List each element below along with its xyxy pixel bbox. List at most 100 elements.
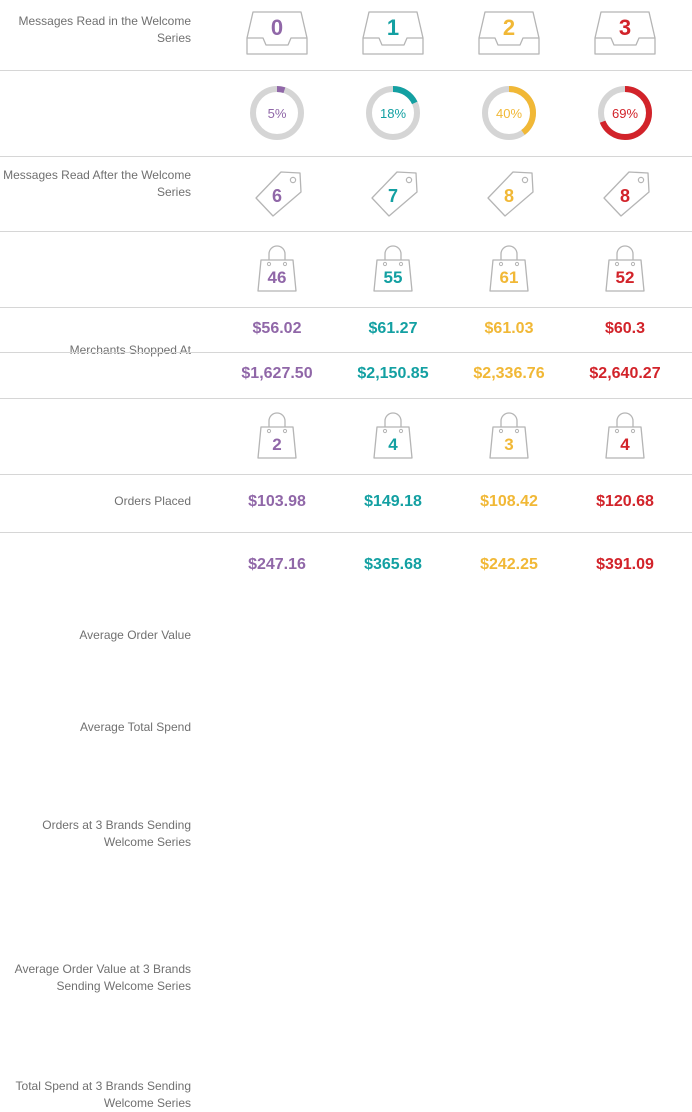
row-divider bbox=[0, 474, 692, 475]
shopping-bag-icon: 4 bbox=[605, 412, 645, 459]
shopping-bag-icon: 55 bbox=[373, 245, 413, 292]
tag-count: 7 bbox=[388, 186, 398, 206]
value-text: $2,640.27 bbox=[589, 365, 661, 382]
donut-chart: 5% bbox=[250, 86, 304, 140]
value-cell: 6 bbox=[250, 169, 304, 219]
tag-count: 8 bbox=[620, 186, 630, 206]
row-label: Average Order Value at 3 Brands Sending … bbox=[14, 962, 191, 993]
value-text: $365.68 bbox=[364, 556, 422, 573]
row-divider bbox=[0, 398, 692, 399]
table-row: Total Spend at 3 Brands Sending Welcome … bbox=[0, 532, 692, 1110]
bag-count: 4 bbox=[388, 435, 398, 454]
table-row: Messages Read in the Welcome Series 0 1 2 3 bbox=[0, 0, 692, 70]
inbox-count: 1 bbox=[387, 15, 399, 40]
bag-count: 55 bbox=[384, 268, 403, 287]
shopping-bag-icon: 2 bbox=[257, 412, 297, 459]
value-cell: 18% bbox=[363, 83, 423, 143]
price-tag-icon: 6 bbox=[255, 170, 302, 217]
table-row: Average Order Value at 3 Brands Sending … bbox=[0, 474, 692, 993]
value-cell: 52 bbox=[602, 245, 648, 293]
value-text: $1,627.50 bbox=[241, 365, 313, 382]
table-row: Orders at 3 Brands Sending Welcome Serie… bbox=[0, 398, 692, 849]
value-cell: 0 bbox=[245, 8, 309, 58]
row-label: Merchants Shopped At bbox=[69, 343, 191, 357]
value-cell: 4 bbox=[370, 412, 416, 460]
donut-chart: 69% bbox=[598, 86, 652, 140]
shopping-bag-icon: 46 bbox=[257, 245, 297, 292]
row-label: Total Spend at 3 Brands Sending Welcome … bbox=[15, 1079, 191, 1110]
table-row: Average Order Value $56.02 $61.27 $61.03 $60… bbox=[0, 307, 692, 643]
row-label: Average Order Value bbox=[79, 628, 191, 642]
bag-count: 3 bbox=[504, 435, 513, 454]
value-text: $120.68 bbox=[596, 493, 654, 510]
price-tag-icon: 8 bbox=[487, 170, 534, 217]
shopping-bag-icon: 52 bbox=[605, 245, 645, 292]
row-divider bbox=[0, 352, 692, 353]
donut-label: 18% bbox=[380, 106, 406, 121]
value-text: $108.42 bbox=[480, 493, 538, 510]
inbox-icon: 0 bbox=[246, 11, 308, 55]
value-cell: 5% bbox=[247, 83, 307, 143]
value-cell: 2 bbox=[477, 8, 541, 58]
tag-count: 6 bbox=[272, 186, 282, 206]
value-cell: 3 bbox=[486, 412, 532, 460]
inbox-icon: 1 bbox=[362, 11, 424, 55]
value-cell: 69% bbox=[595, 83, 655, 143]
value-cell: 2 bbox=[254, 412, 300, 460]
table-row: Messages Read After the Welcome Series 5%… bbox=[0, 70, 692, 199]
inbox-count: 2 bbox=[503, 15, 515, 40]
value-cell: 7 bbox=[366, 169, 420, 219]
row-divider bbox=[0, 532, 692, 533]
table-row: Orders Placed 46 55 61 52 bbox=[0, 231, 692, 508]
shopping-bag-icon: 3 bbox=[489, 412, 529, 459]
donut-arc bbox=[366, 86, 420, 140]
bag-count: 4 bbox=[620, 435, 630, 454]
donut-arc bbox=[598, 86, 652, 140]
row-label: Messages Read After the Welcome Series bbox=[3, 168, 191, 199]
row-divider bbox=[0, 231, 692, 232]
row-divider bbox=[0, 307, 692, 308]
inbox-icon: 2 bbox=[478, 11, 540, 55]
value-text: $103.98 bbox=[248, 493, 306, 510]
table-row: Merchants Shopped At 6 7 8 8 bbox=[0, 156, 692, 357]
donut-label: 40% bbox=[496, 106, 522, 121]
row-label: Average Total Spend bbox=[80, 720, 191, 734]
inbox-icon: 3 bbox=[594, 11, 656, 55]
value-text: $60.3 bbox=[604, 319, 646, 337]
inbox-count: 0 bbox=[271, 15, 283, 40]
value-cell: 8 bbox=[598, 169, 652, 219]
price-tag-icon: 7 bbox=[371, 170, 418, 217]
donut-label: 5% bbox=[268, 106, 287, 121]
value-text: $2,336.76 bbox=[473, 365, 545, 382]
bag-count: 46 bbox=[268, 268, 287, 287]
shopping-bag-icon: 61 bbox=[489, 245, 529, 292]
shopping-bag-icon: 4 bbox=[373, 412, 413, 459]
value-cell: 61 bbox=[486, 245, 532, 293]
table-row: Average Total Spend $1,627.50 $2,150.85 $2,… bbox=[0, 352, 692, 734]
value-cell: 4 bbox=[602, 412, 648, 460]
bag-count: 2 bbox=[272, 435, 281, 454]
value-text: $61.27 bbox=[368, 319, 418, 337]
value-cell: 1 bbox=[361, 8, 425, 58]
value-cell: 40% bbox=[479, 83, 539, 143]
value-text: $61.03 bbox=[484, 319, 534, 337]
value-cell: 46 bbox=[254, 245, 300, 293]
donut-arc bbox=[250, 86, 304, 140]
row-label: Messages Read in the Welcome Series bbox=[18, 14, 191, 45]
tag-count: 8 bbox=[504, 186, 514, 206]
value-text: $247.16 bbox=[248, 556, 306, 573]
value-cell: 55 bbox=[370, 245, 416, 293]
value-text: $391.09 bbox=[596, 556, 654, 573]
donut-label: 69% bbox=[612, 106, 638, 121]
donut-chart: 40% bbox=[482, 86, 536, 140]
value-text: $2,150.85 bbox=[357, 365, 429, 382]
value-text: $149.18 bbox=[364, 493, 422, 510]
donut-chart: 18% bbox=[366, 86, 420, 140]
donut-arc bbox=[482, 86, 536, 140]
bag-count: 52 bbox=[616, 268, 635, 287]
value-cell: 8 bbox=[482, 169, 536, 219]
row-divider bbox=[0, 156, 692, 157]
inbox-count: 3 bbox=[619, 15, 631, 40]
row-label: Orders at 3 Brands Sending Welcome Serie… bbox=[42, 818, 191, 849]
value-text: $242.25 bbox=[480, 556, 538, 573]
